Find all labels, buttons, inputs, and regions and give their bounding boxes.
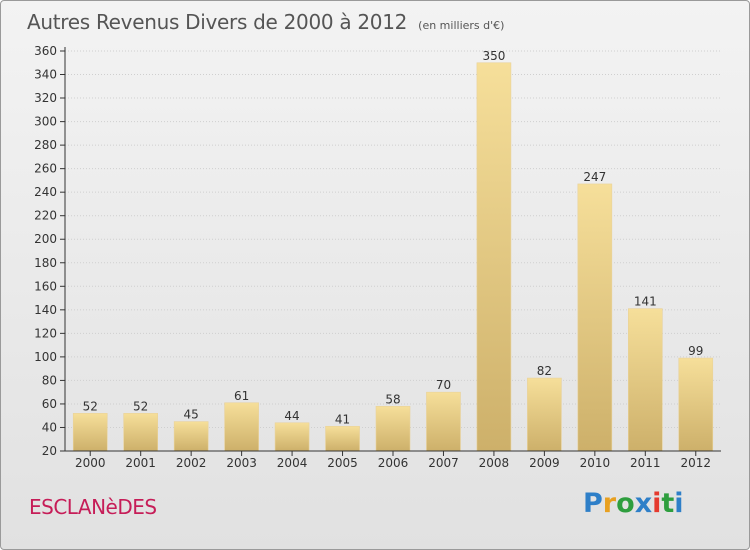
y-tick-label: 160: [34, 279, 57, 293]
y-tick-label: 360: [34, 44, 57, 58]
y-tick-label: 40: [42, 420, 57, 434]
bar: [577, 183, 613, 452]
x-tick-label: 2010: [580, 456, 611, 470]
bar: [628, 308, 663, 452]
logo-letter: P: [583, 488, 603, 519]
x-tick-label: 2004: [277, 456, 308, 470]
y-tick-label: 300: [34, 115, 57, 129]
bar: [678, 357, 714, 452]
data-label: 45: [184, 408, 199, 422]
bar: [527, 377, 562, 452]
x-tick-label: 2002: [176, 456, 207, 470]
chart-subtitle: (en milliers d'€): [418, 19, 505, 32]
logo-letter: x: [634, 488, 653, 519]
y-tick-label: 240: [34, 185, 57, 199]
data-label: 141: [634, 295, 657, 309]
bar: [274, 422, 310, 452]
y-tick-label: 60: [42, 397, 57, 411]
data-label: 41: [335, 412, 350, 426]
y-tick-label: 200: [34, 232, 57, 246]
proxiti-logo[interactable]: Proxiti: [583, 488, 684, 519]
y-tick-label: 20: [42, 444, 57, 458]
bar: [224, 402, 259, 452]
data-label: 44: [284, 409, 299, 423]
y-tick-label: 180: [34, 256, 57, 270]
y-tick-label: 280: [34, 138, 57, 152]
x-tick-label: 2011: [630, 456, 661, 470]
data-label: 247: [583, 170, 606, 184]
x-tick-label: 2005: [327, 456, 358, 470]
logo-letter: r: [602, 488, 617, 519]
bar: [476, 62, 512, 452]
x-tick-label: 2003: [226, 456, 257, 470]
y-tick-label: 80: [42, 373, 57, 387]
x-tick-label: 2007: [428, 456, 459, 470]
chart-title: Autres Revenus Divers de 2000 à 2012: [27, 10, 408, 34]
bar: [426, 391, 461, 452]
x-tick-label: 2009: [529, 456, 560, 470]
bar: [325, 425, 360, 452]
logo-letter: t: [661, 488, 675, 519]
title-row: Autres Revenus Divers de 2000 à 2012 (en…: [27, 10, 504, 34]
bar: [123, 413, 158, 452]
y-tick-label: 100: [34, 350, 57, 364]
x-tick-label: 2001: [125, 456, 156, 470]
data-label: 61: [234, 389, 249, 403]
data-label: 52: [83, 399, 98, 413]
data-label: 70: [436, 378, 451, 392]
y-tick-label: 120: [34, 326, 57, 340]
logo-letter: i: [674, 488, 684, 519]
y-tick-label: 260: [34, 162, 57, 176]
logo-letter: i: [652, 488, 662, 519]
data-label: 350: [482, 49, 505, 63]
bar: [375, 405, 411, 452]
data-label: 82: [537, 364, 552, 378]
y-tick-label: 140: [34, 303, 57, 317]
data-label: 52: [133, 399, 148, 413]
y-tick-label: 320: [34, 91, 57, 105]
data-label: 99: [688, 344, 703, 358]
bar: [72, 413, 108, 452]
y-tick-label: 220: [34, 209, 57, 223]
x-tick-label: 2008: [479, 456, 510, 470]
x-tick-label: 2012: [680, 456, 711, 470]
logo-letter: o: [616, 488, 635, 519]
bar: [173, 421, 209, 452]
x-tick-label: 2000: [75, 456, 106, 470]
commune-name: ESCLANèDES: [29, 495, 157, 519]
x-tick-label: 2006: [378, 456, 409, 470]
y-tick-label: 340: [34, 68, 57, 82]
data-label: 58: [385, 392, 400, 406]
